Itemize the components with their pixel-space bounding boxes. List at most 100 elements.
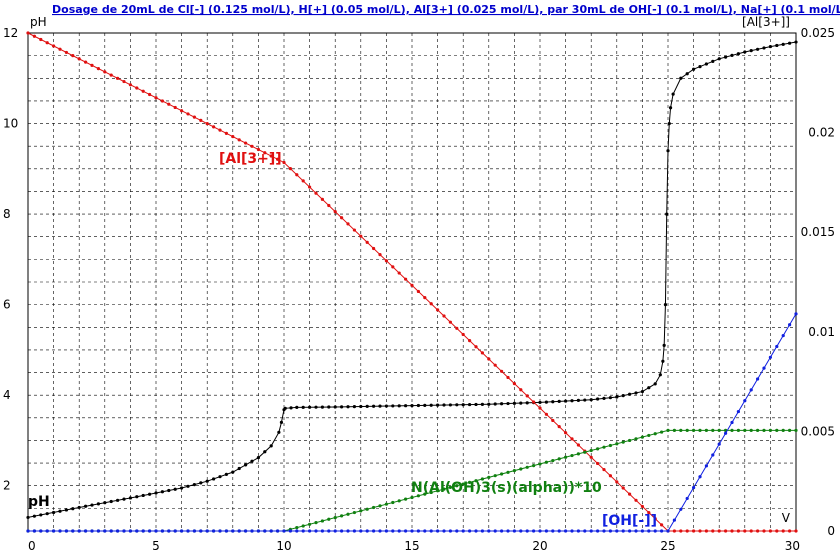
data-point-pH <box>461 403 465 407</box>
data-point-al <box>372 246 376 251</box>
data-point-oh <box>788 323 792 327</box>
data-point-oh <box>480 529 484 533</box>
data-point-pH <box>333 405 337 409</box>
data-point-oh <box>736 409 741 414</box>
data-point-oh <box>320 529 324 533</box>
data-point-al <box>698 529 702 533</box>
data-point-oh <box>295 529 299 533</box>
data-point-al <box>416 289 420 294</box>
data-point-pH <box>711 59 715 64</box>
data-point-pH <box>346 405 350 409</box>
data-point-al <box>192 115 196 119</box>
data-point-pH <box>736 52 741 56</box>
data-point-al <box>397 271 401 275</box>
data-point-al <box>704 529 709 533</box>
data-point-al <box>58 47 62 51</box>
data-point-pH <box>743 50 747 54</box>
data-point-pH <box>442 403 446 407</box>
annotation-ph: pH <box>28 494 50 510</box>
data-point-alooh <box>685 428 689 432</box>
data-point-al <box>224 131 228 135</box>
data-point-al <box>410 283 414 287</box>
data-point-pH <box>704 62 709 66</box>
data-point-oh <box>685 496 689 501</box>
data-point-oh <box>244 529 248 533</box>
data-point-al <box>205 122 209 126</box>
data-point-oh <box>781 333 785 338</box>
data-point-oh <box>583 529 587 533</box>
y-axis-label-top: pH <box>30 15 47 29</box>
data-point-oh <box>711 453 715 457</box>
data-point-al <box>717 529 721 533</box>
data-point-al <box>557 424 561 429</box>
data-point-oh <box>397 529 401 533</box>
data-point-al <box>685 529 689 533</box>
data-point-oh <box>391 529 395 533</box>
data-point-pH <box>667 121 671 126</box>
data-point-alooh <box>717 428 721 432</box>
data-point-al <box>39 37 43 42</box>
data-point-alooh <box>397 499 401 503</box>
data-point-al <box>109 73 113 77</box>
data-point-oh <box>474 529 478 533</box>
data-point-pH <box>45 512 49 516</box>
data-point-oh <box>634 529 638 533</box>
data-point-alooh <box>576 452 581 456</box>
data-point-oh <box>544 529 549 533</box>
data-point-pH <box>372 404 376 408</box>
data-point-al <box>314 191 318 195</box>
data-point-pH <box>730 53 734 58</box>
data-point-oh <box>116 529 120 533</box>
data-point-oh <box>743 399 747 403</box>
data-point-al <box>576 443 581 447</box>
y-tick-label: 12 <box>3 26 18 40</box>
data-point-al <box>589 455 593 459</box>
data-point-pH <box>647 386 651 390</box>
data-point-alooh <box>436 489 440 493</box>
data-point-pH <box>359 404 363 409</box>
data-point-oh <box>442 529 446 533</box>
data-point-oh <box>340 529 344 533</box>
grid <box>28 33 796 531</box>
data-point-pH <box>781 42 785 46</box>
data-point-pH <box>378 404 382 408</box>
data-point-al <box>749 529 753 533</box>
data-point-pH <box>576 398 581 402</box>
data-point-al <box>781 529 785 533</box>
data-point-oh <box>775 344 779 349</box>
data-point-al <box>429 302 433 306</box>
data-point-alooh <box>660 430 664 434</box>
data-point-pH <box>199 481 203 485</box>
data-point-al <box>768 529 773 533</box>
data-point-oh <box>77 529 81 533</box>
data-point-al <box>340 216 344 220</box>
data-point-alooh <box>525 465 529 469</box>
data-point-alooh <box>666 428 670 432</box>
data-point-al <box>135 86 139 90</box>
data-point-oh <box>436 529 440 533</box>
data-point-pH <box>455 403 459 407</box>
data-point-alooh <box>628 438 632 443</box>
data-point-oh <box>423 529 427 533</box>
data-point-alooh <box>679 428 683 432</box>
data-point-pH <box>557 399 561 404</box>
y-tick-label: 2 <box>3 479 11 493</box>
data-point-pH <box>679 76 683 80</box>
data-point-pH <box>724 55 728 59</box>
data-point-oh <box>724 431 728 435</box>
data-point-oh <box>218 529 222 533</box>
data-point-al <box>308 185 312 189</box>
data-point-oh <box>487 529 491 533</box>
data-point-al <box>525 394 529 398</box>
data-point-al <box>551 418 555 423</box>
data-point-alooh <box>532 464 536 468</box>
x-tick-label: 5 <box>152 539 160 553</box>
data-point-oh <box>461 529 465 533</box>
data-point-oh <box>84 529 88 533</box>
data-point-oh <box>448 529 452 533</box>
data-point-al <box>288 167 292 171</box>
data-point-oh <box>199 529 203 533</box>
data-point-alooh <box>551 458 555 463</box>
data-point-alooh <box>589 448 593 453</box>
data-point-oh <box>352 529 356 533</box>
